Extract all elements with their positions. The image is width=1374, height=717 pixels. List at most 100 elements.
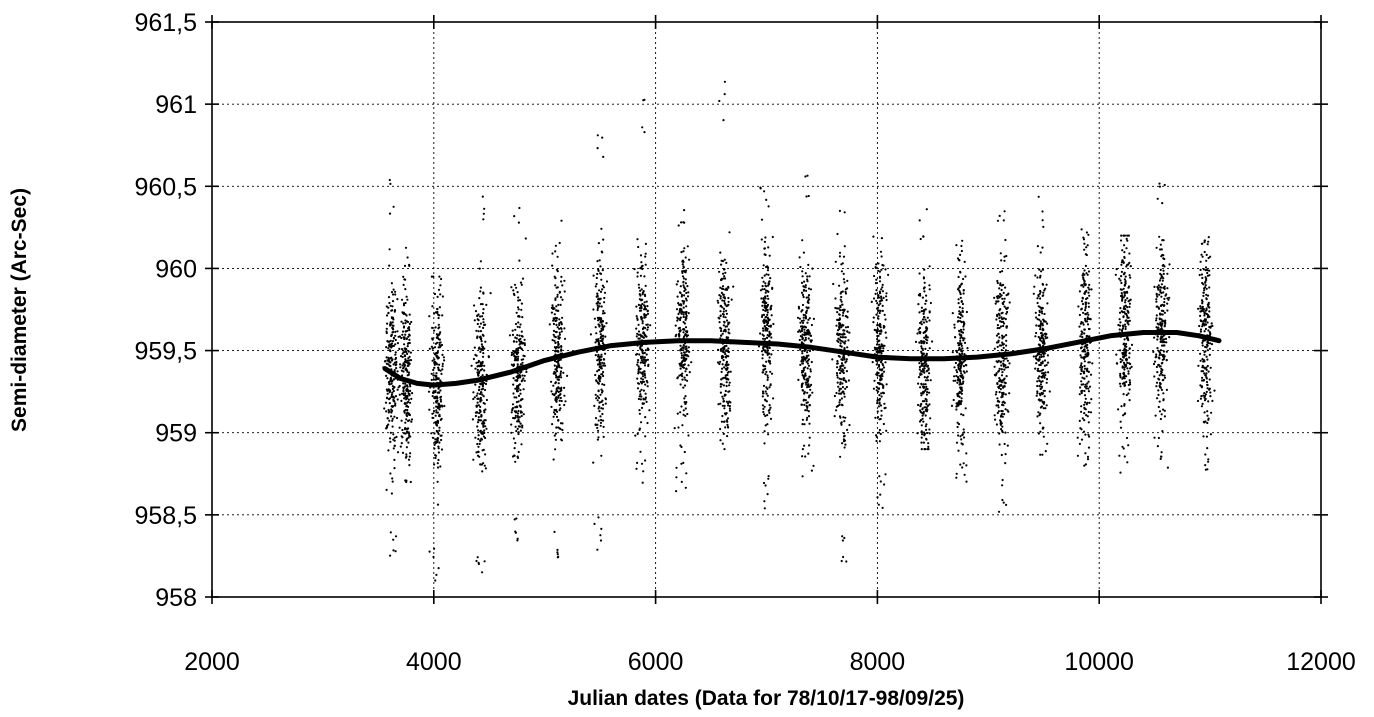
data-point	[719, 383, 722, 386]
data-point	[926, 316, 929, 319]
data-point	[1162, 309, 1165, 313]
data-point	[387, 340, 390, 343]
data-point	[556, 378, 559, 381]
data-point	[878, 270, 882, 273]
data-point	[844, 340, 847, 343]
data-point	[552, 415, 555, 418]
data-point	[641, 335, 644, 338]
data-point	[1042, 225, 1045, 228]
data-point	[962, 365, 966, 368]
data-point	[595, 295, 598, 298]
data-point	[1119, 239, 1123, 242]
data-point	[1082, 236, 1085, 239]
data-point	[960, 413, 963, 416]
data-point	[880, 297, 883, 300]
data-point	[1160, 353, 1163, 356]
data-point	[1082, 372, 1086, 375]
data-point	[762, 407, 765, 410]
data-point	[838, 313, 841, 316]
data-point	[1126, 291, 1129, 294]
data-point	[1122, 447, 1125, 450]
data-point	[722, 307, 726, 310]
data-point	[879, 326, 882, 329]
data-point	[1041, 336, 1044, 339]
data-point	[808, 422, 811, 425]
data-point	[436, 391, 439, 394]
data-point	[807, 364, 811, 367]
data-point	[877, 269, 880, 272]
data-point	[804, 409, 807, 412]
data-point	[879, 332, 882, 335]
data-point	[960, 400, 963, 403]
data-point	[473, 304, 476, 307]
data-point	[1122, 361, 1126, 364]
data-point	[1002, 219, 1005, 222]
data-point	[516, 427, 519, 430]
data-point	[1156, 371, 1159, 374]
data-point	[880, 329, 883, 332]
data-point	[1037, 335, 1040, 339]
data-point	[678, 333, 681, 337]
data-point	[928, 347, 931, 350]
data-point	[962, 292, 965, 295]
data-point	[931, 340, 934, 343]
data-point	[999, 325, 1003, 328]
data-point	[481, 345, 484, 348]
data-point	[1005, 312, 1008, 315]
data-point	[959, 435, 962, 438]
data-point	[925, 406, 928, 409]
data-point	[839, 392, 843, 395]
data-point	[1044, 407, 1047, 410]
data-point	[718, 317, 721, 320]
data-point	[1207, 370, 1210, 373]
data-point	[1152, 350, 1155, 353]
data-point	[1120, 288, 1123, 291]
data-point	[392, 389, 395, 393]
data-point	[873, 328, 876, 331]
data-point	[440, 438, 443, 442]
data-point	[1035, 324, 1038, 327]
data-point	[959, 370, 962, 373]
data-point	[1204, 276, 1207, 279]
data-point	[385, 327, 388, 330]
data-point	[924, 302, 927, 305]
data-point	[515, 349, 518, 352]
data-point	[762, 313, 766, 316]
data-point	[926, 448, 929, 451]
data-point	[404, 319, 407, 322]
data-point	[484, 340, 487, 343]
data-point	[556, 326, 559, 329]
data-point	[995, 423, 999, 426]
data-point	[923, 336, 926, 339]
data-point	[1084, 350, 1087, 353]
data-point	[721, 312, 725, 316]
data-point	[840, 270, 844, 273]
data-point	[637, 365, 640, 368]
data-point	[1043, 395, 1046, 398]
data-point	[603, 296, 606, 300]
data-point	[431, 359, 434, 362]
data-point	[431, 416, 434, 419]
data-point	[957, 319, 960, 322]
data-point	[959, 386, 962, 389]
data-point	[962, 360, 965, 363]
data-point	[389, 365, 392, 368]
data-point	[687, 312, 690, 315]
data-point	[1083, 419, 1086, 422]
data-point	[438, 441, 441, 444]
data-point	[402, 351, 405, 354]
data-point	[1041, 268, 1044, 271]
data-point	[962, 320, 965, 323]
data-point	[1159, 457, 1162, 460]
data-point	[408, 455, 411, 458]
data-point	[516, 412, 520, 415]
data-point	[1083, 364, 1086, 368]
data-point	[727, 323, 730, 326]
data-point	[387, 411, 390, 414]
data-point	[387, 423, 390, 426]
data-point	[390, 395, 393, 398]
data-point	[643, 301, 646, 304]
data-point	[679, 411, 682, 414]
data-point	[1162, 350, 1165, 353]
data-point	[846, 330, 849, 333]
